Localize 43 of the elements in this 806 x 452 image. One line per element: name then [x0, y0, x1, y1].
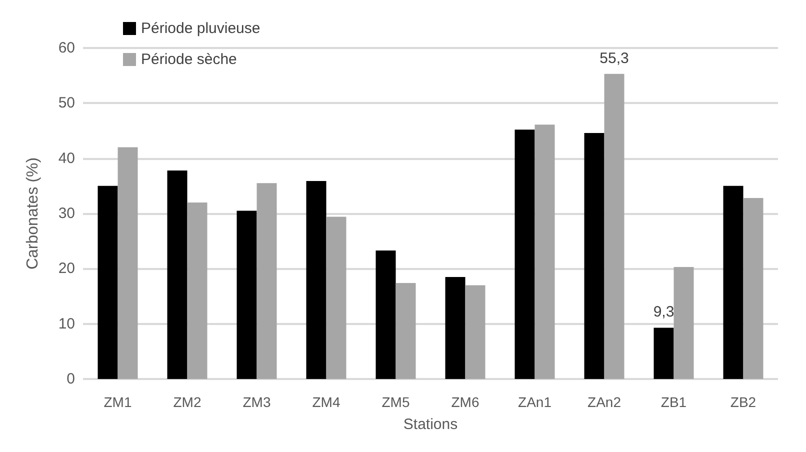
x-tick-label: ZM1	[104, 394, 132, 410]
x-tick-label: ZM2	[173, 394, 202, 410]
bar	[674, 267, 694, 379]
bar	[118, 147, 138, 379]
x-tick-label: ZM4	[312, 394, 340, 410]
data-label: 55,3	[600, 50, 629, 67]
bar	[306, 180, 326, 379]
bar	[167, 170, 188, 379]
y-tick-label: 40	[58, 150, 75, 167]
y-axis-title: Carbonates (%)	[24, 157, 42, 270]
y-tick-label: 60	[58, 40, 75, 56]
y-tick-label: 20	[58, 260, 75, 278]
x-axis-title: Stations	[403, 416, 458, 433]
legend-label: Période pluvieuse	[141, 20, 260, 37]
y-tick-label: 10	[58, 315, 75, 332]
bar	[326, 216, 346, 379]
bar	[654, 328, 674, 379]
y-tick-label: 30	[58, 205, 75, 222]
x-tick-label: ZB2	[730, 394, 756, 410]
bar	[604, 74, 624, 379]
bar	[743, 198, 764, 379]
x-tick-label: ZAn1	[518, 394, 552, 410]
bar	[236, 210, 257, 379]
bar	[465, 285, 486, 379]
x-tick-label: ZM5	[382, 394, 410, 410]
x-tick-label: ZAn2	[588, 394, 622, 410]
y-tick-label: 0	[66, 370, 75, 388]
x-tick-label: ZB1	[660, 394, 687, 410]
bar	[256, 183, 277, 379]
x-tick-label: ZM6	[451, 394, 480, 410]
bar	[445, 276, 466, 379]
bar	[584, 132, 604, 379]
bar	[98, 186, 118, 379]
bar	[534, 124, 555, 379]
bar	[514, 130, 535, 379]
legend-label: Période sèche	[141, 51, 237, 68]
x-tick-label: ZM3	[242, 394, 271, 410]
bar	[376, 250, 396, 379]
bar	[723, 186, 744, 379]
bar	[396, 283, 416, 379]
bar	[187, 202, 208, 379]
data-label: 9,3	[653, 304, 674, 321]
y-tick-label: 50	[58, 94, 75, 112]
